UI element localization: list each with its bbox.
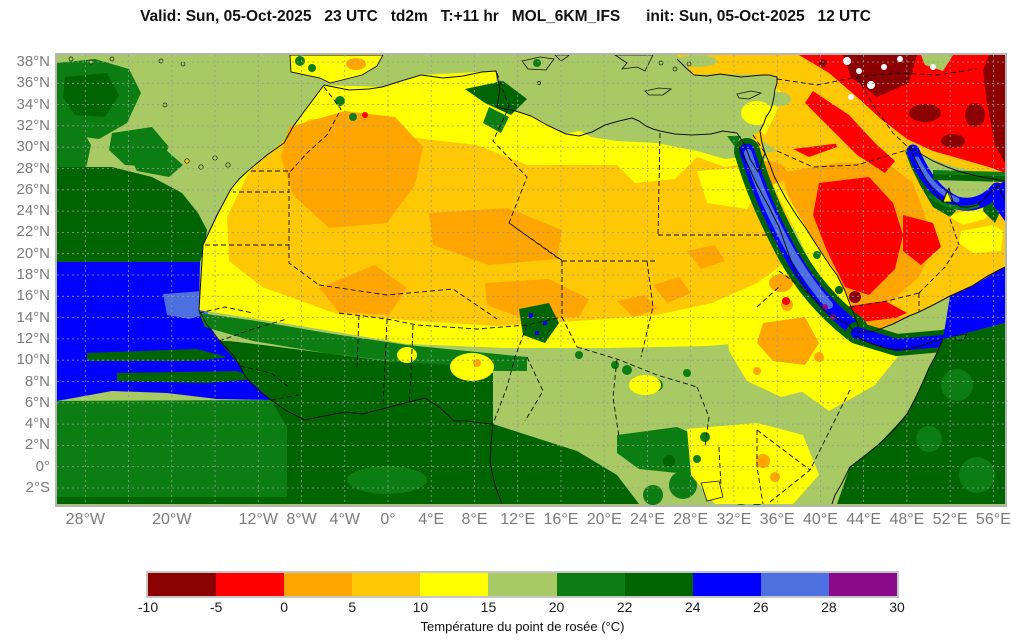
lat-tick-label: 26°N	[16, 180, 50, 198]
lat-tick-label: 36°N	[16, 74, 50, 92]
colorbar-segment	[624, 573, 693, 596]
lon-tick-label: 44°E	[846, 511, 882, 528]
colorbar-segment	[148, 573, 217, 596]
colorbar-segment	[760, 573, 829, 596]
map-canvas	[55, 53, 1007, 507]
lat-tick-label: 30°N	[16, 138, 50, 156]
lon-tick-label: 16°E	[543, 511, 579, 528]
colorbar-segment	[828, 573, 898, 596]
colorbar-segment	[216, 573, 285, 596]
colorbar-segment	[420, 573, 489, 596]
lon-tick-label: 24°E	[630, 511, 665, 528]
lat-tick-label: 20°N	[16, 244, 50, 262]
lat-tick-label: 32°N	[16, 116, 50, 134]
colorbar-tick-label: 22	[616, 599, 633, 615]
colorbar-tick-label: 30	[889, 599, 905, 615]
lon-tick-label: 8°E	[461, 511, 488, 528]
lat-tick-label: 0°	[35, 457, 50, 475]
east-africa-fills	[687, 274, 899, 504]
dewpoint-map	[57, 55, 1005, 505]
colorbar-caption: Température du point de rosée (°C)	[420, 619, 625, 634]
lon-tick-label: 20°E	[586, 511, 622, 528]
lon-tick-label: 32°E	[716, 511, 752, 528]
page-title: Valid: Sun, 05-Oct-2025 23 UTC td2m T:+1…	[140, 8, 871, 25]
colorbar-tick-label: 24	[684, 599, 701, 615]
lon-tick-label: 0°	[380, 511, 396, 528]
colorbar-segment	[284, 573, 353, 596]
lon-tick-label: 20°W	[152, 511, 192, 528]
lat-tick-label: 8°N	[24, 372, 50, 390]
lon-tick-label: 12°E	[500, 511, 536, 528]
colorbar-tick-label: 20	[548, 599, 565, 615]
lat-tick-label: 4°N	[24, 415, 50, 433]
persian-gulf	[906, 144, 1005, 221]
colorbar-segment	[556, 573, 625, 596]
lon-tick-label: 36°E	[759, 511, 795, 528]
lat-tick-label: 34°N	[16, 95, 50, 113]
lat-tick-label: 28°N	[16, 159, 50, 177]
colorbar-ticks: -10 -5 0 5 10 15 20 22 24 26 28 30	[138, 599, 905, 615]
lon-tick-label: 28°W	[65, 511, 105, 528]
lon-tick-label: 4°W	[329, 511, 360, 528]
lat-tick-label: 22°N	[16, 223, 50, 241]
subsaharan-fills	[199, 303, 762, 505]
colorbar-tick-label: -10	[137, 599, 159, 615]
coastlines	[198, 58, 1005, 505]
colorbar-tick-label: 10	[412, 599, 429, 615]
lat-tick-label: 10°N	[16, 351, 50, 369]
lon-tick-label: 8°W	[286, 511, 317, 528]
lat-tick-label: 14°N	[16, 308, 50, 326]
colorbar-segment	[352, 573, 421, 596]
atlantic-islands	[68, 56, 231, 170]
lon-tick-label: 52°E	[932, 511, 968, 528]
lat-tick-label: 24°N	[16, 202, 50, 220]
lat-tick-label: 6°N	[24, 393, 50, 411]
colorbar-tick-label: -5	[209, 599, 223, 615]
lon-tick-label: 40°E	[802, 511, 838, 528]
colorbar-tick-label: 0	[280, 599, 289, 615]
colorbar-tick-label: 15	[480, 599, 497, 615]
colorbar-segment	[488, 573, 557, 596]
lon-tick-label: 56°E	[975, 511, 1011, 528]
middle-east-fills	[677, 55, 1005, 185]
arabian-sea	[837, 267, 1005, 504]
colorbar	[146, 571, 899, 598]
lat-tick-label: 2°N	[24, 436, 50, 454]
lat-tick-label: 38°N	[16, 53, 50, 70]
lon-tick-label: 12°W	[238, 511, 278, 528]
lat-tick-label: 2°S	[25, 479, 50, 496]
lat-tick-label: 18°N	[16, 266, 50, 283]
lon-tick-label: 28°E	[673, 511, 709, 528]
lat-tick-label: 16°N	[16, 287, 50, 305]
country-borders	[198, 68, 978, 505]
colorbar-segment	[692, 573, 761, 596]
colorbar-tick-label: 28	[821, 599, 837, 615]
colorbar-tick-label: 26	[753, 599, 769, 615]
lon-tick-label: 48°E	[889, 511, 925, 528]
colorbar-tick-label: 5	[348, 599, 357, 615]
red-sea	[734, 138, 868, 342]
lat-tick-label: 12°N	[16, 329, 50, 347]
lon-tick-label: 4°E	[418, 511, 445, 528]
